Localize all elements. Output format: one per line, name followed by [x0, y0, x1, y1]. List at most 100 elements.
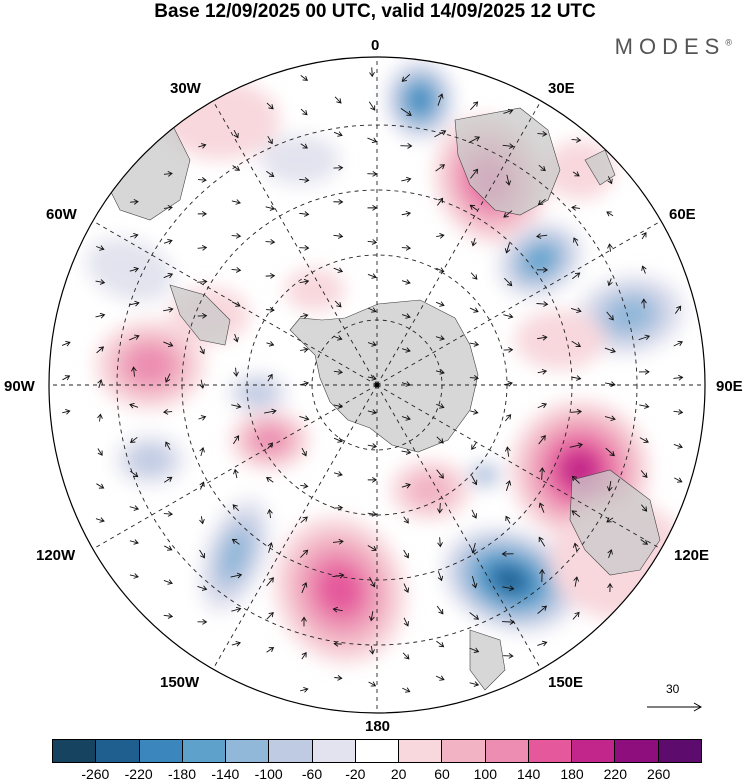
wind-arrow [268, 542, 272, 553]
wind-arrowhead [607, 178, 613, 185]
wind-arrowhead [439, 369, 445, 375]
wind-arrowhead [234, 165, 241, 171]
wind-arrowhead [337, 369, 343, 375]
wind-arrowhead [439, 164, 446, 170]
wind-arrowhead [201, 585, 208, 591]
wind-arrow [607, 176, 613, 184]
wind-arrow [299, 212, 309, 215]
wind-arrowhead [610, 381, 616, 387]
wind-arrow [367, 342, 377, 346]
wind-arrowhead [438, 93, 444, 99]
wind-arrow [434, 130, 446, 138]
wind-arrow [266, 342, 274, 346]
wind-arrowhead [235, 301, 241, 307]
wind-arrow [401, 314, 411, 318]
wind-arrow [436, 605, 444, 615]
wind-arrow [505, 516, 511, 524]
wind-arrow [130, 470, 138, 478]
wind-arrowhead [405, 482, 411, 489]
wind-arrowhead [439, 233, 445, 239]
meridian-line [376, 220, 662, 386]
wind-arrowhead [133, 505, 140, 511]
wind-arrowhead [167, 272, 174, 279]
wind-arrow [537, 605, 547, 614]
wind-arrowhead [370, 105, 376, 111]
wind-arrow [471, 509, 477, 519]
land-mass [169, 284, 231, 346]
wind-arrow [503, 314, 513, 318]
wind-arrowhead [268, 104, 274, 110]
wind-arrowhead [678, 374, 684, 381]
wind-arrow [334, 677, 342, 679]
wind-arrow [538, 198, 546, 205]
wind-arrow [265, 309, 275, 311]
wind-arrow [231, 235, 241, 237]
wind-arrow [231, 404, 241, 408]
wind-arrowhead [369, 649, 375, 655]
wind-arrow [503, 109, 513, 114]
wind-arrowhead [371, 375, 377, 381]
wind-arrow [299, 178, 309, 181]
colorbar-tick-label: 60 [434, 766, 450, 782]
wind-arrow [163, 308, 173, 312]
wind-arrowhead [167, 545, 173, 551]
wind-arrowhead [440, 130, 447, 136]
wind-arrowhead [337, 471, 343, 477]
wind-arrow [642, 266, 646, 274]
wind-arrowhead [403, 553, 409, 559]
colorbar-cell [485, 740, 529, 762]
wind-arrowhead [607, 582, 613, 589]
wind-arrow [439, 537, 441, 547]
wind-arrowhead [133, 198, 139, 205]
anomaly-contour [406, 472, 454, 508]
wind-arrow [435, 301, 445, 306]
wind-arrow [639, 437, 649, 443]
wind-arrow [503, 382, 513, 386]
wind-arrowhead [541, 640, 548, 647]
wind-arrowhead [235, 606, 242, 613]
colorbar-cell [615, 740, 659, 762]
wind-arrow [401, 280, 411, 284]
wind-arrow [572, 272, 580, 280]
wind-arrow [163, 173, 173, 175]
wind-arrow [437, 93, 443, 106]
wind-arrow [571, 340, 581, 347]
wind-arrowhead [134, 334, 140, 340]
wind-arrow [400, 108, 412, 116]
wind-arrowhead [163, 409, 169, 415]
colorbar-tick-label: -20 [345, 766, 366, 782]
wind-arrow [401, 247, 411, 249]
wind-arrow [333, 131, 343, 136]
wind-arrowhead [201, 143, 207, 149]
wind-arrow [435, 675, 445, 681]
wind-arrow [641, 504, 647, 512]
wind-arrow [62, 375, 70, 381]
meridian-label-150e: 150E [548, 674, 584, 691]
wind-arrow [403, 617, 409, 627]
wind-arrow [334, 336, 342, 340]
wind-arrow [573, 237, 579, 247]
wind-arrowhead [97, 450, 103, 456]
wind-arrow [504, 414, 512, 422]
wind-arrow [266, 170, 274, 177]
wind-arrowhead [471, 241, 477, 247]
wind-arrow [234, 469, 238, 479]
meridian-label-90w: 90W [4, 378, 35, 395]
wind-arrow [401, 382, 411, 386]
wind-arrow [332, 540, 344, 543]
colorbar [52, 739, 702, 763]
wind-arrowhead [167, 341, 174, 348]
wind-arrowhead [677, 477, 683, 483]
colorbar-cell [53, 740, 97, 762]
anomaly-contour [240, 381, 276, 405]
wind-arrow [129, 574, 139, 578]
wind-arrow [401, 348, 411, 352]
wind-arrow [471, 475, 477, 485]
wind-arrowhead [233, 132, 239, 139]
wind-arrow [537, 403, 547, 409]
wind-arrowhead [131, 366, 137, 372]
wind-arrowhead [439, 335, 445, 341]
wind-arrow [370, 645, 374, 654]
wind-arrow [231, 268, 241, 271]
wind-arrowhead [438, 473, 444, 479]
